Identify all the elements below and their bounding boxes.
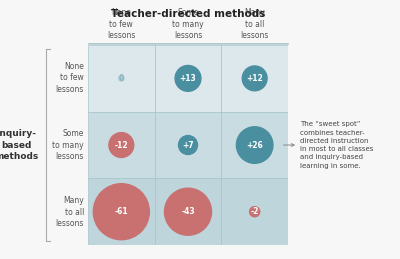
Circle shape xyxy=(119,76,124,81)
Text: +13: +13 xyxy=(180,74,196,83)
Circle shape xyxy=(178,135,198,155)
Text: Many
to all
lessons: Many to all lessons xyxy=(240,8,269,40)
Bar xyxy=(155,178,221,245)
Circle shape xyxy=(242,66,267,91)
Bar xyxy=(221,178,288,245)
Bar xyxy=(88,45,155,112)
Bar xyxy=(155,45,221,112)
Text: The “sweet spot”
combines teacher-
directed instruction
in most to all classes
a: The “sweet spot” combines teacher- direc… xyxy=(300,121,373,169)
Text: -43: -43 xyxy=(181,207,195,216)
Bar xyxy=(221,45,288,112)
Circle shape xyxy=(93,184,149,240)
Text: None
to few
lessons: None to few lessons xyxy=(107,8,136,40)
Text: -12: -12 xyxy=(114,141,128,149)
Circle shape xyxy=(236,127,273,163)
Text: -2: -2 xyxy=(250,207,259,216)
Circle shape xyxy=(109,133,134,157)
Text: +7: +7 xyxy=(182,141,194,149)
Text: -61: -61 xyxy=(114,207,128,216)
Text: Some
to many
lessons: Some to many lessons xyxy=(52,129,84,161)
Text: Many
to all
lessons: Many to all lessons xyxy=(56,196,84,228)
Text: None
to few
lessons: None to few lessons xyxy=(56,62,84,94)
Text: Inquiry-
based
methods: Inquiry- based methods xyxy=(0,129,38,161)
Bar xyxy=(221,112,288,178)
Bar xyxy=(88,112,155,178)
Circle shape xyxy=(250,207,260,217)
Text: +12: +12 xyxy=(246,74,263,83)
Bar xyxy=(155,112,221,178)
Text: 0: 0 xyxy=(119,74,124,83)
Circle shape xyxy=(164,188,212,235)
Text: +26: +26 xyxy=(246,141,263,149)
Text: Some
to many
lessons: Some to many lessons xyxy=(172,8,204,40)
Bar xyxy=(88,178,155,245)
Text: Teacher-directed methods: Teacher-directed methods xyxy=(111,9,265,19)
Circle shape xyxy=(175,66,201,91)
